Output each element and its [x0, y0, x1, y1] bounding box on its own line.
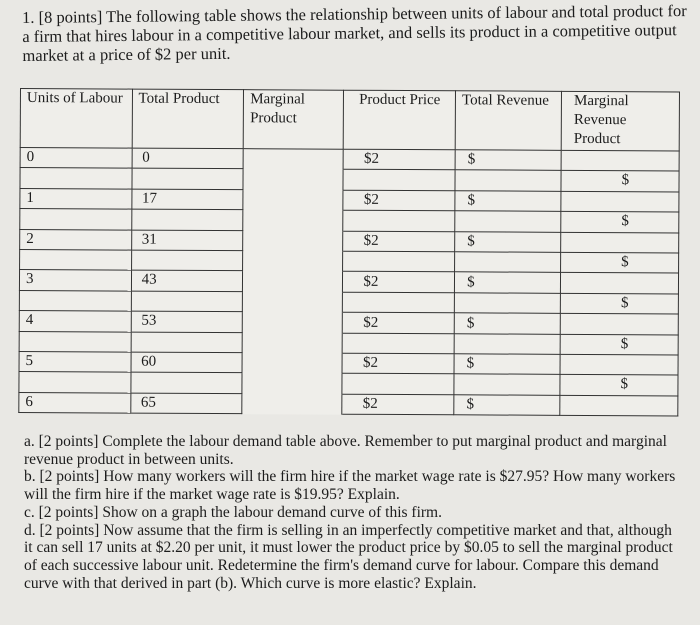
- total-revenue-cell: $: [454, 272, 561, 294]
- marginal-product-cell: [242, 230, 344, 252]
- total-revenue-cell: $: [454, 312, 561, 334]
- mrp-cell: [560, 313, 679, 335]
- units-cell: 5: [19, 351, 131, 373]
- units-cell-between: [18, 371, 131, 393]
- tp-cell-between: [130, 331, 243, 353]
- total-product-cell: 65: [130, 392, 243, 414]
- units-cell-between: [19, 249, 132, 271]
- marginal-product-cell: [243, 148, 344, 170]
- price-cell: $2: [342, 353, 455, 375]
- total-revenue-cell: $: [455, 149, 562, 171]
- tr-cell-between: [454, 374, 561, 396]
- total-revenue-cell: $: [454, 353, 561, 375]
- mrp-cell: [560, 231, 679, 253]
- tp-cell-between: [130, 372, 243, 394]
- units-cell: 2: [19, 229, 132, 251]
- mrp-between-cell: $: [560, 252, 679, 274]
- total-product-cell: 17: [131, 188, 244, 210]
- mrp-cell: [560, 354, 679, 376]
- mrp-cell: [560, 272, 679, 294]
- units-cell-between: [19, 167, 132, 189]
- marginal-product-between: [243, 169, 344, 190]
- units-cell-between: [19, 331, 131, 352]
- mrp-cell: [559, 395, 678, 417]
- units-cell: 6: [18, 392, 131, 414]
- header-units: Units of Labour: [20, 88, 133, 149]
- price-cell-between: [342, 251, 455, 273]
- tr-cell-between: [454, 210, 561, 232]
- tr-cell-between: [454, 333, 561, 355]
- tr-cell-between: [455, 170, 562, 192]
- total-product-cell: 43: [131, 270, 243, 292]
- price-cell-between: [342, 291, 455, 313]
- marginal-product-between: [242, 291, 343, 313]
- price-cell: $2: [342, 271, 455, 293]
- marginal-product-between: [242, 250, 344, 272]
- marginal-product-cell: [242, 393, 343, 415]
- question-a: a. [2 points] Complete the labour demand…: [24, 433, 667, 468]
- question-intro: 1. [8 points] The following table shows …: [22, 1, 687, 65]
- marginal-product-cell: [243, 189, 344, 211]
- units-cell-between: [19, 208, 132, 230]
- mrp-between-cell: $: [560, 333, 679, 355]
- mrp-between-cell: $: [559, 374, 679, 396]
- tr-cell-between: [454, 292, 561, 314]
- tp-cell-between: [131, 168, 244, 190]
- marginal-product-between: [243, 209, 344, 231]
- table-header-row: Units of Labour Total Product Marginal P…: [20, 88, 680, 151]
- price-cell: $2: [343, 189, 456, 211]
- labour-demand-table: Units of Labour Total Product Marginal P…: [18, 88, 680, 417]
- tr-cell-between: [454, 251, 561, 273]
- question-d: d. [2 points] Now assume that the firm i…: [24, 521, 673, 592]
- table-row: 6 65 $2 $: [18, 392, 678, 417]
- total-revenue-cell: $: [454, 231, 561, 253]
- total-revenue-cell: $: [454, 190, 562, 212]
- marginal-product-between: [242, 332, 343, 354]
- marginal-product-cell: [242, 311, 343, 333]
- price-cell: $2: [343, 149, 456, 171]
- tp-cell-between: [130, 290, 243, 312]
- question-b: b. [2 points] How many workers will the …: [24, 468, 676, 504]
- price-cell-between: [343, 210, 455, 232]
- tp-cell-between: [131, 209, 244, 231]
- mrp-between-cell: $: [561, 170, 680, 192]
- price-cell: $2: [343, 230, 455, 252]
- units-cell: 0: [20, 147, 132, 169]
- total-product-cell: 31: [131, 229, 244, 251]
- header-marginal-product: Marginal Product: [243, 89, 344, 150]
- question-c: c. [2 points] Show on a graph the labour…: [24, 503, 442, 521]
- header-total-product: Total Product: [131, 89, 244, 149]
- marginal-product-cell: [242, 352, 343, 374]
- total-product-cell: 53: [130, 311, 243, 333]
- marginal-product-cell: [242, 271, 343, 292]
- price-cell-between: [342, 373, 455, 395]
- header-mrp: Marginal Revenue Product: [561, 91, 680, 151]
- tp-cell-between: [131, 250, 243, 272]
- header-product-price: Product Price: [343, 90, 456, 150]
- header-total-revenue: Total Revenue: [455, 90, 562, 151]
- mrp-between-cell: $: [560, 293, 679, 315]
- units-cell: 4: [19, 310, 131, 332]
- units-cell: 1: [19, 188, 132, 210]
- mrp-between-cell: $: [560, 211, 679, 233]
- mrp-cell: [560, 191, 679, 213]
- units-cell-between: [19, 290, 132, 312]
- units-cell: 3: [19, 269, 132, 291]
- total-revenue-cell: $: [453, 394, 560, 416]
- price-cell-between: [343, 169, 456, 191]
- price-cell: $2: [342, 393, 455, 415]
- questions: a. [2 points] Complete the labour demand…: [24, 433, 684, 592]
- mrp-cell: [561, 150, 680, 172]
- marginal-product-between: [242, 372, 343, 394]
- total-product-cell: 0: [131, 148, 244, 170]
- price-cell-between: [342, 332, 455, 354]
- price-cell: $2: [342, 312, 455, 334]
- total-product-cell: 60: [130, 351, 243, 373]
